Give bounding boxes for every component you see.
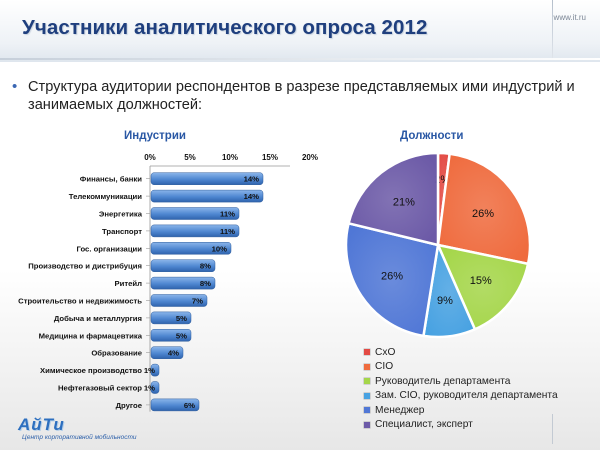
positions-legend: CxO CIO Руководитель департамента Зам. CIO,… (364, 345, 558, 432)
category-label: Ритейл (114, 279, 142, 288)
bar-value-label: 10% (212, 244, 228, 253)
decorative-line (552, 0, 553, 58)
bar (150, 398, 200, 412)
header-rule (0, 58, 600, 60)
category-label: Энергетика (99, 210, 143, 219)
pie-slice-label: 26% (472, 208, 494, 220)
bullet-text: Структура аудитории респондентов в разре… (28, 79, 575, 113)
category-label: Другое (116, 401, 143, 410)
pie-slice (435, 243, 530, 331)
bar (150, 189, 264, 203)
legend-label: Менеджер (375, 404, 425, 416)
pie-slice-label: 15% (470, 275, 492, 287)
x-tick-label: 20% (302, 153, 318, 162)
category-label: Телекоммуникации (69, 192, 142, 201)
bullet-point: • Структура аудитории респондентов в раз… (12, 78, 592, 114)
bar (150, 381, 160, 394)
bar-value-label: 5% (176, 331, 187, 340)
legend-item: Специалист, эксперт (364, 418, 558, 433)
pie-slice-label: 9% (437, 295, 453, 307)
bar-value-label: 8% (200, 279, 211, 288)
legend-item: Зам. CIO, руководителя департамента (364, 389, 558, 404)
bar (150, 311, 192, 325)
industries-bar-chart: 0% 5% 10% 15% 20% Финансы, банки 14% Телекоммун… (18, 153, 318, 412)
bar (150, 172, 264, 185)
category-label: Нефтегазовый сектор (58, 384, 142, 393)
bar (150, 259, 216, 272)
category-label: Гос. организации (76, 244, 142, 253)
pie-slice (347, 151, 440, 247)
bar-value-label: 14% (244, 175, 260, 184)
bar (150, 294, 208, 307)
category-label: Образование (91, 349, 142, 358)
category-label: Медицина и фармацевтика (39, 331, 143, 340)
legend-swatch (364, 392, 370, 399)
category-label: Химическое производство (40, 366, 142, 375)
company-logo: АйТи Центр корпоративной мобильности (18, 415, 158, 445)
legend-swatch (364, 407, 370, 414)
bar (150, 224, 240, 238)
bar-value-label: 7% (192, 297, 203, 306)
bullet-dot-icon: • (12, 78, 18, 95)
legend-label: Руководитель департамента (375, 375, 511, 387)
bar-value-label: 8% (200, 262, 211, 271)
bar-value-label: 11% (220, 210, 235, 219)
legend-item: Менеджер (364, 403, 558, 418)
legend-label: CxO (375, 346, 396, 358)
category-label: Производство и дистрибуция (28, 262, 142, 271)
logo-mark: АйТи (18, 415, 65, 434)
bar-value-label: 4% (168, 349, 179, 358)
pie-slice-label: 26% (381, 271, 403, 283)
pie-slice (436, 152, 532, 266)
bar (150, 346, 184, 359)
bar (150, 242, 232, 255)
legend-item: Руководитель департамента (364, 374, 558, 389)
category-label: Добыча и металлургия (54, 314, 142, 323)
legend-label: Зам. CIO, руководителя департамента (375, 390, 558, 402)
legend-swatch (364, 363, 370, 370)
bar (150, 276, 216, 290)
header-band (0, 0, 600, 62)
bar (150, 329, 192, 342)
bar-value-label: 14% (244, 192, 260, 201)
bar-value-label: 1% (144, 384, 155, 393)
x-tick-label: 0% (144, 153, 156, 162)
positions-pie-chart: 2%26%15%9%26%21% (344, 151, 532, 339)
legend-swatch (364, 378, 370, 385)
positions-chart-title: Должности (400, 130, 464, 142)
bar (150, 363, 160, 377)
category-label: Транспорт (102, 227, 142, 236)
category-label: Финансы, банки (80, 175, 142, 184)
legend-label: CIO (375, 361, 394, 373)
bar-value-label: 11% (220, 227, 235, 236)
legend-label: Специалист, эксперт (375, 419, 473, 431)
category-label: Строительство и недвижимость (18, 297, 142, 306)
bar-value-label: 5% (176, 314, 187, 323)
legend-item: CxO (364, 345, 558, 360)
slide-title: Участники аналитического опроса 2012 (22, 16, 428, 39)
pie-slice (344, 221, 440, 338)
bar (150, 207, 240, 220)
legend-swatch (364, 349, 370, 356)
x-tick-label: 5% (184, 153, 196, 162)
decorative-line (552, 414, 553, 444)
bar-value-label: 1% (144, 366, 155, 375)
x-tick-label: 10% (222, 153, 238, 162)
logo-subtitle: Центр корпоративной мобильности (22, 434, 137, 441)
x-tick-label: 15% (262, 153, 278, 162)
legend-swatch (364, 421, 370, 428)
industries-chart-title: Индустрии (124, 130, 186, 142)
bar-value-label: 6% (184, 401, 195, 410)
site-url: www.it.ru (553, 13, 586, 22)
pie-slice-label: 21% (393, 197, 415, 209)
legend-item: CIO (364, 360, 558, 375)
